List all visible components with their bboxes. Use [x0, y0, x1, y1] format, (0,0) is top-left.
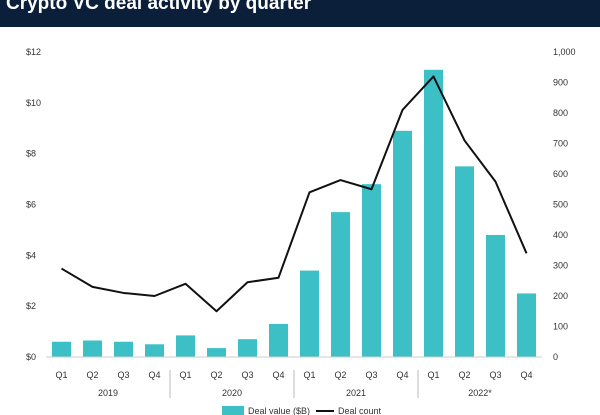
x-axis-year-label: 2019: [98, 388, 118, 398]
right-axis-tick: 700: [553, 139, 568, 149]
left-axis-tick: $10: [26, 98, 41, 108]
right-axis-tick: 100: [553, 322, 568, 332]
x-axis-year-label: 2021: [346, 388, 366, 398]
bar-deal-value: [455, 166, 474, 357]
x-axis-quarter-label: Q4: [272, 370, 284, 380]
x-axis-quarter-label: Q4: [520, 370, 532, 380]
legend-bar-label: Deal value ($B): [248, 406, 310, 415]
x-axis-quarter-label: Q1: [427, 370, 439, 380]
x-axis-quarter-label: Q3: [365, 370, 377, 380]
bar-deal-value: [52, 341, 71, 357]
x-axis-quarter-label: Q1: [179, 370, 191, 380]
x-axis-quarter-label: Q1: [55, 370, 67, 380]
chart-title: Crypto VC deal activity by quarter: [6, 0, 312, 14]
left-axis-tick: $0: [26, 352, 36, 362]
bar-deal-value: [300, 270, 319, 357]
bar-deal-value: [424, 69, 443, 358]
x-axis-year-label: 2022*: [468, 388, 492, 398]
right-axis-tick: 500: [553, 200, 568, 210]
bar-deal-value: [393, 130, 412, 357]
bar-deal-value: [331, 212, 350, 357]
x-axis-quarter-label: Q2: [334, 370, 346, 380]
bar-deal-value: [145, 344, 164, 357]
bar-deal-value: [238, 339, 257, 357]
legend-line-label: Deal count: [338, 406, 382, 415]
right-axis-tick: 900: [553, 78, 568, 88]
x-axis-quarter-label: Q1: [303, 370, 315, 380]
right-axis-tick: 1,000: [553, 47, 576, 57]
bar-deal-value: [362, 184, 381, 357]
bar-deal-value: [114, 341, 133, 357]
x-axis-quarter-label: Q3: [489, 370, 501, 380]
left-axis-tick: $8: [26, 149, 36, 159]
left-axis-tick: $2: [26, 301, 36, 311]
bar-deal-value: [207, 348, 226, 357]
bar-deal-value: [486, 235, 505, 357]
x-axis-quarter-label: Q2: [86, 370, 98, 380]
x-axis-quarter-label: Q3: [117, 370, 129, 380]
left-axis-tick: $4: [26, 250, 36, 260]
legend-bar-swatch: [222, 406, 244, 415]
left-axis-tick: $6: [26, 200, 36, 210]
bar-deal-value: [176, 335, 195, 357]
bar-deal-value: [83, 340, 102, 357]
bar-deal-value: [517, 293, 536, 357]
right-axis-tick: 300: [553, 261, 568, 271]
x-axis-quarter-label: Q3: [241, 370, 253, 380]
title-bar: Crypto VC deal activity by quarter: [0, 0, 600, 27]
right-axis-tick: 800: [553, 108, 568, 118]
right-axis-tick: 0: [553, 352, 558, 362]
x-axis-quarter-label: Q4: [396, 370, 408, 380]
line-deal-count: [60, 75, 528, 313]
bar-deal-value: [269, 323, 288, 357]
right-axis-tick: 400: [553, 230, 568, 240]
x-axis-quarter-label: Q2: [458, 370, 470, 380]
right-axis-tick: 200: [553, 291, 568, 301]
x-axis-quarter-label: Q2: [210, 370, 222, 380]
x-axis-quarter-label: Q4: [148, 370, 160, 380]
x-axis-year-label: 2020: [222, 388, 242, 398]
right-axis-tick: 600: [553, 169, 568, 179]
left-axis-tick: $12: [26, 47, 41, 57]
